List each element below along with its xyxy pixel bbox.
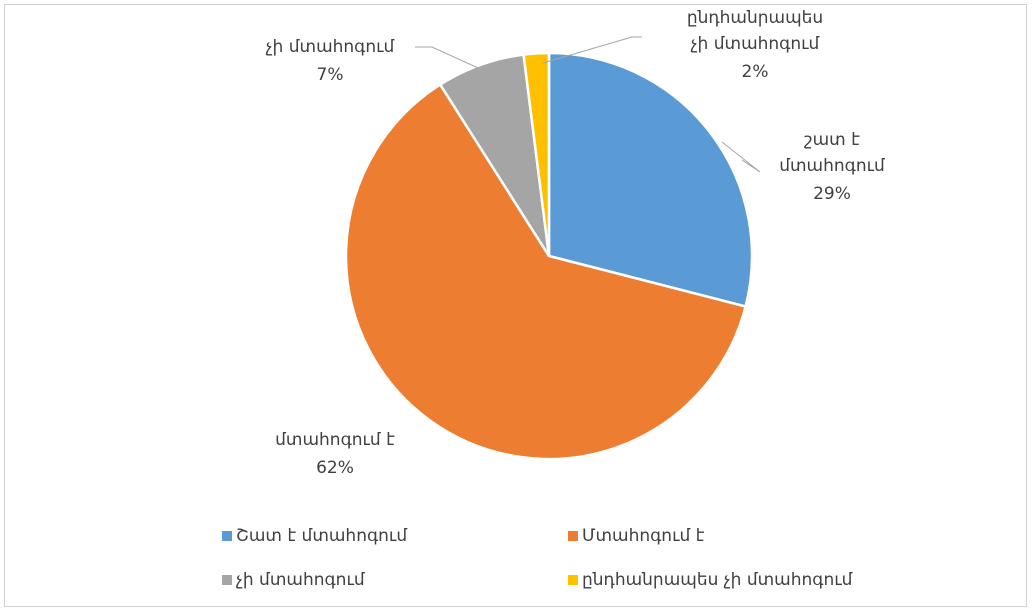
legend-label: Մտահոգում է (582, 526, 705, 546)
legend-label: ընդհանրապես չի մտահոգում (582, 570, 853, 590)
legend-swatch (568, 531, 578, 541)
data-label-value: 29% (813, 184, 851, 204)
data-label-name: շատ է (804, 130, 860, 150)
data-label-name: մտահոգում (779, 156, 885, 176)
data-label-name: մտահոգում է (275, 430, 395, 450)
pie-slice (344, 82, 748, 461)
legend-swatch (568, 575, 578, 585)
leader-line (415, 46, 488, 73)
data-label-value: 7% (317, 65, 344, 85)
data-label-name: չի մտահոգում (691, 34, 820, 54)
legend-swatch (222, 575, 232, 585)
legend-label: Շատ է մտահոգում (236, 526, 407, 546)
data-label-name: չի մտահոգում (266, 37, 395, 57)
pie-slice (522, 51, 551, 257)
legend-swatch (222, 531, 232, 541)
pie-slice (547, 51, 754, 309)
leader-line (542, 36, 642, 64)
data-label-value: 2% (742, 62, 769, 82)
legend-label: չի մտահոգում (236, 570, 365, 590)
data-label-value: 62% (316, 458, 354, 478)
leader-line (721, 141, 761, 173)
data-label-name: ընդհանրապես (687, 8, 823, 28)
